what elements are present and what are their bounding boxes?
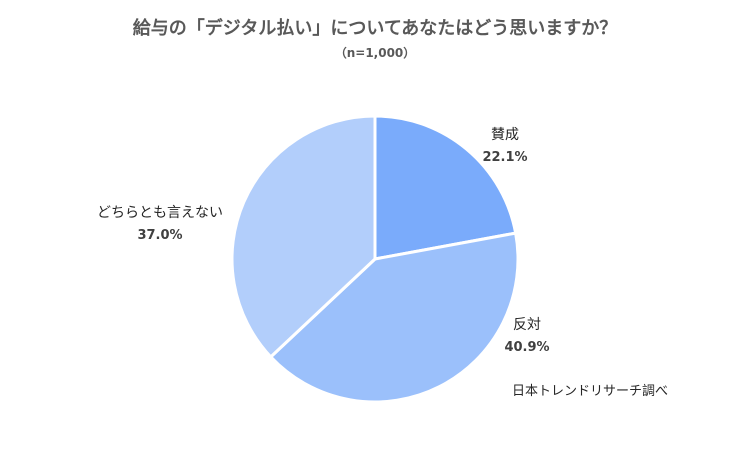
pie-slice-2 (269, 231, 520, 404)
slice-value-1: 22.1% (482, 150, 527, 165)
pie-slice-1 (373, 114, 518, 261)
slice-label-1: 賛成 (491, 127, 519, 143)
slice-label-3: どちらとも言えない (97, 205, 223, 221)
source-note: 日本トレンドリサーチ調べ (512, 384, 669, 399)
slice-value-3: 37.0% (137, 228, 182, 243)
slice-value-2: 40.9% (504, 340, 549, 355)
slice-label-2: 反対 (513, 317, 541, 333)
pie-slice-3 (230, 114, 377, 359)
chart-subtitle: （n=1,000） (334, 46, 416, 60)
chart-title: 給与の「デジタル払い」についてあなたはどう思いますか？ (132, 18, 618, 39)
